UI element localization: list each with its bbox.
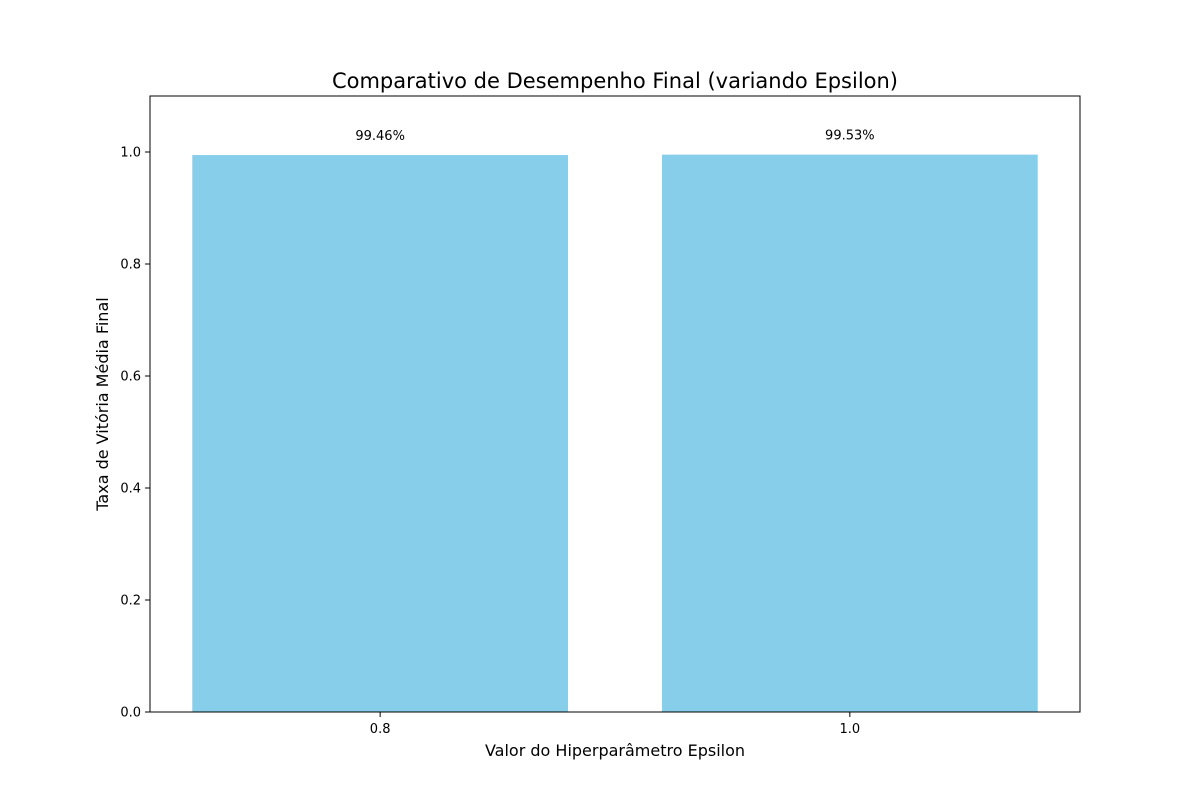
y-axis: 0.0 0.2 0.4 0.6 0.8 1.0 bbox=[120, 146, 150, 721]
y-tick-label: 1.0 bbox=[120, 146, 141, 161]
bar-data-label-0.8: 99.46% bbox=[355, 129, 405, 144]
data-labels-layer: 99.46% 99.53% bbox=[355, 129, 874, 144]
y-tick-label: 0.0 bbox=[120, 706, 141, 721]
y-axis-label: Taxa de Vitória Média Final bbox=[93, 297, 112, 511]
bar-0.8 bbox=[192, 155, 569, 713]
x-axis-label: Valor do Hiperparâmetro Epsilon bbox=[485, 741, 745, 760]
x-tick-label-1.0: 1.0 bbox=[840, 722, 861, 737]
y-tick-label: 0.6 bbox=[120, 370, 141, 385]
bar-data-label-1.0: 99.53% bbox=[825, 129, 875, 144]
y-tick-label: 0.2 bbox=[120, 594, 141, 609]
bars-layer bbox=[192, 154, 1038, 713]
chart-title: Comparativo de Desempenho Final (variand… bbox=[332, 69, 898, 93]
plot-frame bbox=[149, 95, 1081, 713]
y-tick-label: 0.8 bbox=[120, 258, 141, 273]
bar-1.0 bbox=[661, 154, 1038, 712]
y-tick-label: 0.4 bbox=[120, 482, 141, 497]
x-axis: 0.8 1.0 bbox=[370, 712, 860, 737]
x-tick-label-0.8: 0.8 bbox=[370, 722, 391, 737]
